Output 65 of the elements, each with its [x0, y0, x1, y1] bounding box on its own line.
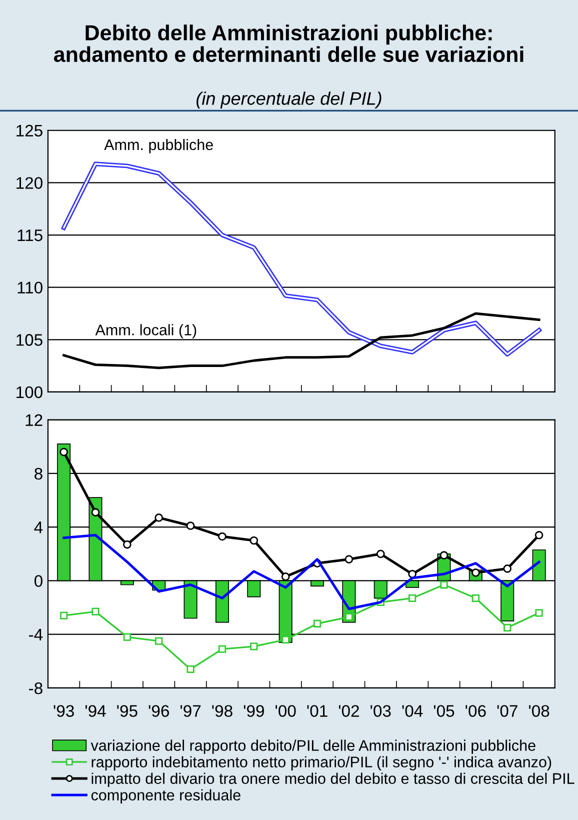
y-tick-label: 110: [18, 282, 42, 294]
point: [60, 448, 68, 456]
chart-subtitle: (in percentuale del PIL): [196, 92, 382, 108]
point: [440, 551, 448, 560]
point: [60, 612, 68, 620]
chart-title: Debito delle Amministrazioni pubbliche: andamento e determinanti delle sue variazioni: [54, 24, 524, 62]
point: [92, 608, 100, 616]
point: [218, 532, 226, 541]
x-tick-label: '98: [212, 705, 232, 717]
point: [313, 620, 322, 628]
x-tick-label: '03: [370, 705, 391, 717]
point: [250, 536, 258, 545]
legend-label: rapporto indebitamento netto primario/PIL (il segno '-' indica avanzo): [92, 756, 552, 770]
series-label: Amm. pubbliche: [104, 138, 213, 154]
y-tick-label: 115: [18, 230, 42, 242]
point: [123, 540, 132, 549]
y-tick-label: -4: [29, 628, 43, 640]
point: [91, 508, 100, 517]
series-label: Amm. locali (1): [95, 324, 196, 338]
y-tick-label: 8: [34, 468, 42, 480]
y-tick-label: 125: [16, 124, 42, 137]
x-tick-label: '06: [466, 705, 486, 717]
point: [123, 633, 131, 641]
point: [504, 624, 512, 632]
x-tick-label: '04: [402, 705, 423, 717]
point: [376, 550, 385, 558]
y-tick-label: -8: [29, 682, 42, 694]
point: [344, 555, 354, 564]
legend-label: variazione del rapporto debito/PIL delle Amministrazioni pubbliche: [90, 740, 536, 754]
y-tick-label: 4: [34, 522, 43, 534]
x-tick-label: '01: [307, 705, 328, 717]
x-tick-label: '08: [529, 705, 550, 717]
point: [186, 665, 194, 674]
point: [503, 564, 512, 573]
point: [534, 530, 544, 540]
x-tick-label: '02: [338, 705, 359, 717]
point: [408, 570, 416, 578]
y-tick-label: 120: [16, 177, 42, 189]
point: [250, 642, 258, 650]
x-tick-label: '96: [148, 705, 169, 717]
x-tick-label: '95: [117, 705, 138, 717]
point: [218, 645, 226, 653]
point: [281, 572, 290, 581]
point: [535, 609, 543, 617]
y-tick-label: 12: [26, 414, 42, 426]
x-tick-label: '94: [85, 705, 106, 717]
point: [155, 637, 163, 645]
x-tick-label: '99: [244, 705, 264, 717]
legend-label: componente residuale: [91, 789, 240, 804]
y-tick-label: 105: [16, 334, 42, 346]
y-tick-label: 0: [34, 575, 42, 587]
point: [186, 522, 195, 530]
line-series: [62, 534, 540, 610]
legend-label: impatto del divario tra onere medio del debito e tasso di crescita del PIL: [92, 772, 574, 787]
x-tick-label: '00: [276, 705, 296, 717]
point: [472, 594, 480, 602]
x-tick-label: '97: [180, 705, 201, 717]
point: [154, 514, 164, 522]
y-tick-label: 100: [16, 386, 42, 398]
point: [440, 580, 448, 589]
point: [408, 594, 416, 602]
line-series: [62, 162, 542, 357]
x-tick-label: '93: [54, 705, 74, 717]
x-tick-label: '07: [497, 705, 518, 717]
x-tick-label: '05: [434, 705, 454, 717]
